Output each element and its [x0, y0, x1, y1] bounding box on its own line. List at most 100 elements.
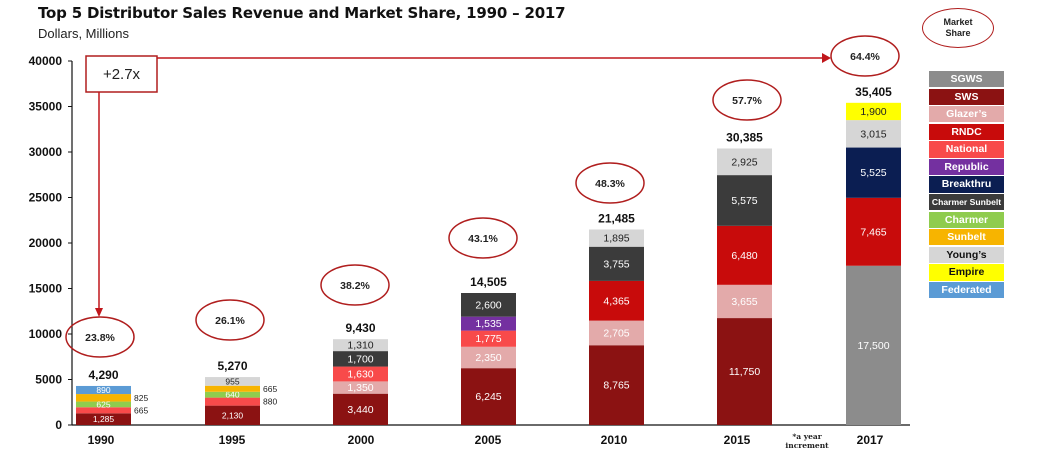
segment-value-label: 2,600 — [475, 299, 501, 311]
segment-value-label: 5,525 — [860, 167, 886, 179]
y-tick-label: 40000 — [29, 54, 63, 68]
bar-segment-2017 — [846, 265, 901, 425]
bar-segment-1995 — [205, 391, 260, 398]
series-legend: SGWS SWS Glazer’s RNDC National Republic Break… — [929, 71, 1004, 300]
bar-segment-2005 — [461, 330, 516, 347]
bar-segment-1990 — [76, 394, 131, 402]
bar-segment-2000 — [333, 366, 388, 382]
bar-total-label: 21,485 — [598, 211, 635, 225]
y-tick-label: 20000 — [29, 236, 63, 250]
bar-segment-1995 — [205, 377, 260, 386]
segment-value-label: 8,765 — [603, 380, 629, 392]
legend-item: Charmer — [929, 211, 1004, 228]
x-category-label: 2015 — [724, 433, 751, 447]
bar-segment-2000 — [333, 393, 388, 425]
legend-item: RNDC — [929, 123, 1004, 140]
market-share-legend-header: Market Share — [922, 8, 994, 48]
legend-item: National — [929, 141, 1004, 158]
segment-value-label: 1,535 — [475, 318, 501, 330]
segment-value-label: 1,900 — [860, 106, 886, 118]
bar-segment-2015 — [717, 148, 772, 176]
y-tick-label: 15000 — [29, 282, 63, 296]
bar-total-label: 4,290 — [88, 368, 118, 382]
bar-total-label: 30,385 — [726, 130, 763, 144]
bar-segment-1995 — [205, 405, 260, 425]
legend-item: SWS — [929, 88, 1004, 105]
y-tick-label: 0 — [55, 418, 62, 432]
legend-item: Sunbelt — [929, 229, 1004, 246]
segment-value-label: 2,350 — [475, 352, 501, 364]
bar-total-label: 9,430 — [345, 321, 375, 335]
bar-segment-2000 — [333, 351, 388, 367]
bar-segment-2000 — [333, 381, 388, 394]
market-share-label: 26.1% — [215, 315, 245, 327]
x-category-label: 1990 — [88, 433, 115, 447]
segment-value-label: 3,015 — [860, 128, 886, 140]
segment-value-label: 6,480 — [731, 250, 757, 262]
bar-segment-2005 — [461, 316, 516, 331]
market-share-label: 23.8% — [85, 332, 115, 344]
y-tick-label: 35000 — [29, 100, 63, 114]
bar-segment-2000 — [333, 339, 388, 352]
bar-segment-2015 — [717, 175, 772, 226]
bar-segment-1990 — [76, 407, 131, 414]
segment-value-label: 1,775 — [475, 333, 501, 345]
market-share-ellipse — [320, 264, 390, 306]
bar-segment-2017 — [846, 147, 901, 198]
segment-value-label: 955 — [225, 376, 239, 386]
y-tick-label: 10000 — [29, 327, 63, 341]
segment-value-label: 1,630 — [347, 368, 373, 380]
bar-segment-1990 — [76, 413, 131, 425]
market-share-ellipse — [830, 35, 900, 77]
growth-arrow-head-right — [822, 53, 831, 63]
segment-value-label: 1,285 — [93, 414, 115, 424]
year-increment-footnote: *a year increment — [785, 432, 829, 450]
legend-item: Breakthru — [929, 176, 1004, 193]
legend-item: SGWS — [929, 71, 1004, 88]
segment-value-label: 2,705 — [603, 327, 629, 339]
market-share-label: 48.3% — [595, 178, 625, 190]
bar-segment-1995 — [205, 385, 260, 392]
bar-segment-2005 — [461, 368, 516, 425]
bar-segment-2005 — [461, 346, 516, 369]
segment-value-label: 665 — [263, 384, 277, 394]
segment-value-label: 6,245 — [475, 391, 501, 403]
market-share-ellipse — [712, 79, 782, 121]
legend-item: Republic — [929, 158, 1004, 176]
bar-segment-2010 — [589, 246, 644, 281]
bar-segment-2010 — [589, 345, 644, 425]
segment-value-label: 665 — [134, 405, 148, 415]
segment-value-label: 2,130 — [222, 410, 244, 420]
segment-value-label: 11,750 — [729, 366, 760, 378]
legend-item: Empire — [929, 264, 1004, 281]
growth-callout-box — [85, 55, 158, 93]
segment-value-label: 17,500 — [857, 340, 889, 352]
market-share-ellipse — [448, 217, 518, 259]
segment-value-label: 3,755 — [603, 258, 629, 270]
bar-segment-1995 — [205, 397, 260, 406]
market-share-label: 57.7% — [732, 95, 762, 107]
bar-total-label: 14,505 — [470, 275, 507, 289]
legend-item: Young’s — [929, 246, 1004, 263]
x-category-label: 2010 — [601, 433, 628, 447]
bar-segment-2010 — [589, 229, 644, 247]
segment-value-label: 1,895 — [603, 233, 629, 245]
segment-value-label: 3,440 — [347, 404, 373, 416]
bar-segment-2015 — [717, 284, 772, 319]
segment-value-label: 625 — [96, 399, 110, 409]
market-share-ellipse — [575, 162, 645, 204]
x-category-label: 2000 — [348, 433, 375, 447]
bar-segment-2017 — [846, 120, 901, 148]
growth-callout-label: +2.7x — [103, 66, 141, 83]
segment-value-label: 5,575 — [731, 195, 757, 207]
segment-value-label: 890 — [96, 385, 110, 395]
x-category-label: 2017 — [857, 433, 884, 447]
bar-segment-1990 — [76, 385, 131, 395]
bar-segment-2015 — [717, 225, 772, 285]
segment-value-label: 640 — [225, 390, 239, 400]
market-share-label: 43.1% — [468, 233, 498, 245]
y-tick-label: 5000 — [35, 373, 62, 387]
segment-value-label: 825 — [134, 393, 148, 403]
y-tick-label: 30000 — [29, 145, 63, 159]
market-share-ellipse — [65, 316, 135, 358]
